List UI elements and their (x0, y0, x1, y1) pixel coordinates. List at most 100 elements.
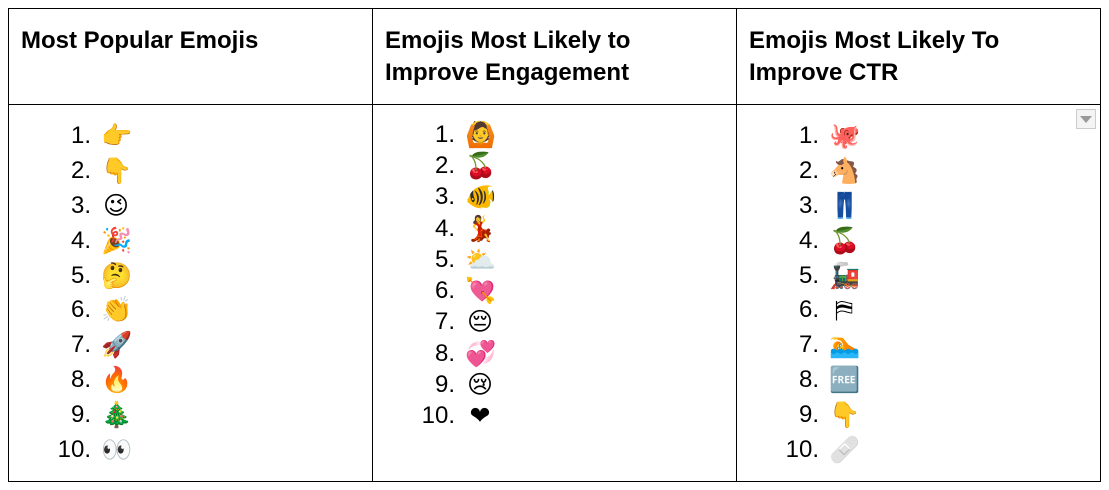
ctr-list: 1. 🐙 2. 🐴 3. 👖 4. 🍒 5. 🚂 6. ⛿ 7. 🏊 8. 🆓 9. 👇 10. 🩹 (779, 119, 861, 467)
list-item: 5. ⛅ (415, 244, 497, 275)
most-popular-list: 1. 👉 2. 👇 3. 😉 4. 🎉 5. 🤔 6. 👏 7. 🚀 8. 🔥 9. 🎄 10. 👀 (51, 119, 133, 467)
item-number: 8. (798, 365, 819, 393)
list-item: 9. 👇 (779, 397, 861, 432)
adhesive-bandage-icon: 🩹 (829, 434, 861, 464)
dancer-icon: 💃 (465, 213, 497, 243)
list-item: 6. 💘 (415, 275, 497, 306)
item-number: 5. (798, 261, 819, 289)
item-number: 1. (70, 122, 91, 150)
item-number: 5. (70, 261, 91, 289)
cherries-icon: 🍒 (465, 150, 497, 180)
item-number: 4. (798, 226, 819, 254)
christmas-tree-icon: 🎄 (101, 399, 133, 429)
item-number: 8. (70, 365, 91, 393)
engagement-cell: 1. 🙆 2. 🍒 3. 🐠 4. 💃 5. ⛅ 6. 💘 7. 😔 8. 💞 9. 😢 10. ❤ (372, 104, 737, 482)
header-engagement: Emojis Most Likely to Improve Engagement (372, 8, 737, 105)
chevron-down-icon[interactable] (1076, 109, 1096, 129)
list-item: 9. 🎄 (51, 397, 133, 432)
eyes-icon: 👀 (101, 434, 133, 464)
item-number: 6. (70, 296, 91, 324)
list-item: 3. 👖 (779, 189, 860, 224)
list-item: 5. 🚂 (779, 258, 861, 293)
item-number: 9. (798, 400, 819, 428)
item-number: 3. (434, 183, 455, 211)
list-item: 8. 💞 (415, 338, 497, 369)
thinking-face-icon: 🤔 (101, 260, 133, 290)
item-number: 10. (57, 435, 91, 463)
clapping-hands-icon: 👏 (101, 295, 133, 325)
cherries-icon: 🍒 (829, 225, 861, 255)
list-item: 8. 🔥 (51, 363, 133, 398)
list-item: 9. 😢 (415, 369, 495, 400)
free-button-icon: 🆓 (829, 364, 861, 394)
item-number: 3. (70, 191, 91, 219)
pensive-face-icon: 😔 (466, 307, 494, 337)
list-item: 5. 🤔 (51, 258, 133, 293)
item-number: 6. (434, 277, 455, 305)
list-item: 6. ⛿ (779, 293, 859, 328)
pointing-down-icon: 👇 (101, 156, 133, 186)
header-ctr: Emojis Most Likely To Improve CTR (736, 8, 1101, 105)
item-number: 1. (798, 122, 819, 150)
item-number: 8. (434, 339, 455, 367)
list-item: 2. 🍒 (415, 150, 497, 181)
most-popular-cell: 1. 👉 2. 👇 3. 😉 4. 🎉 5. 🤔 6. 👏 7. 🚀 8. 🔥 9. 🎄 10. 👀 (8, 104, 373, 482)
heart-with-arrow-icon: 💘 (465, 276, 497, 306)
item-number: 4. (434, 214, 455, 242)
ctr-cell: 1. 🐙 2. 🐴 3. 👖 4. 🍒 5. 🚂 6. ⛿ 7. 🏊 8. 🆓 9. 👇 10. 🩹 (736, 104, 1101, 482)
list-item: 8. 🆓 (779, 363, 861, 398)
item-number: 1. (434, 120, 455, 148)
item-number: 5. (434, 245, 455, 273)
item-number: 7. (70, 331, 91, 359)
fire-icon: 🔥 (101, 364, 133, 394)
item-number: 2. (434, 151, 455, 179)
list-item: 1. 👉 (51, 119, 133, 154)
rocket-icon: 🚀 (101, 330, 133, 360)
crying-face-icon: 😢 (466, 370, 494, 400)
header-most-popular: Most Popular Emojis (8, 8, 373, 105)
swimming-pool-icon: 🏊 (829, 330, 861, 360)
item-number: 4. (70, 226, 91, 254)
locomotive-icon: 🚂 (829, 260, 861, 290)
party-popper-icon: 🎉 (101, 225, 133, 255)
pointing-down-icon: 👇 (829, 399, 861, 429)
horse-face-icon: 🐴 (829, 156, 861, 186)
item-number: 2. (70, 157, 91, 185)
emoji-table: Most Popular Emojis Emojis Most Likely t… (8, 8, 1101, 482)
white-flag-icon: ⛿ (834, 295, 854, 325)
item-number: 10. (785, 435, 819, 463)
person-gesturing-ok-icon: 🙆 (465, 119, 497, 149)
list-item: 1. 🐙 (779, 119, 861, 154)
list-item: 10. 🩹 (779, 432, 861, 467)
red-heart-icon: ❤ (469, 401, 491, 431)
item-number: 2. (798, 157, 819, 185)
list-item: 4. 💃 (415, 213, 497, 244)
item-number: 3. (798, 191, 819, 219)
item-number: 7. (798, 331, 819, 359)
octopus-icon: 🐙 (829, 121, 861, 151)
revolving-hearts-icon: 💞 (465, 338, 497, 368)
list-item: 10. ❤ (415, 401, 495, 432)
pointing-right-icon: 👉 (101, 121, 133, 151)
item-number: 9. (434, 371, 455, 399)
item-number: 10. (421, 402, 455, 430)
item-number: 9. (70, 400, 91, 428)
body-row: 1. 👉 2. 👇 3. 😉 4. 🎉 5. 🤔 6. 👏 7. 🚀 8. 🔥 9. 🎄 10. 👀 1. 🙆 2. 🍒 3.… (8, 104, 1101, 482)
list-item: 7. 😔 (415, 307, 495, 338)
list-item: 7. 🏊 (779, 328, 861, 363)
list-item: 4. 🍒 (779, 223, 861, 258)
list-item: 3. 🐠 (415, 182, 496, 213)
engagement-list: 1. 🙆 2. 🍒 3. 🐠 4. 💃 5. ⛅ 6. 💘 7. 😔 8. 💞 9. 😢 10. ❤ (415, 119, 497, 432)
item-number: 6. (798, 296, 819, 324)
list-item: 2. 👇 (51, 154, 133, 189)
item-number: 7. (434, 308, 455, 336)
header-row: Most Popular Emojis Emojis Most Likely t… (8, 8, 1101, 105)
list-item: 3. 😉 (51, 189, 131, 224)
sun-behind-cloud-icon: ⛅ (465, 244, 497, 274)
winking-face-icon: 😉 (102, 190, 130, 220)
list-item: 4. 🎉 (51, 223, 133, 258)
list-item: 2. 🐴 (779, 154, 861, 189)
list-item: 7. 🚀 (51, 328, 133, 363)
list-item: 10. 👀 (51, 432, 133, 467)
list-item: 1. 🙆 (415, 119, 497, 150)
